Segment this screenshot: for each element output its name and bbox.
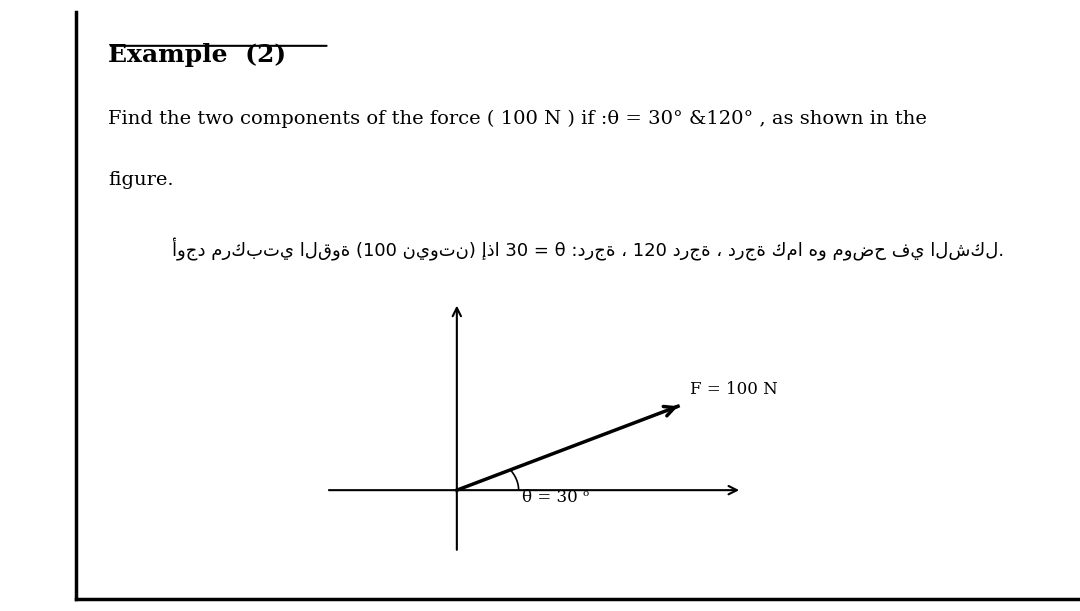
Text: F = 100 N: F = 100 N [690, 381, 778, 398]
Text: θ = 30 ᵒ: θ = 30 ᵒ [523, 489, 590, 506]
Text: figure.: figure. [108, 171, 174, 189]
Text: أوجد مركبتي القوة (100 نيوتن) إذا 30 = θ :درجة ، 120 درجة ، درجة كما هو موضح في : أوجد مركبتي القوة (100 نيوتن) إذا 30 = θ… [173, 238, 1004, 262]
Text: Example  (2): Example (2) [108, 43, 286, 67]
Text: Find the two components of the force ( 100 N ) if :θ = 30° &120° , as shown in t: Find the two components of the force ( 1… [108, 110, 927, 128]
